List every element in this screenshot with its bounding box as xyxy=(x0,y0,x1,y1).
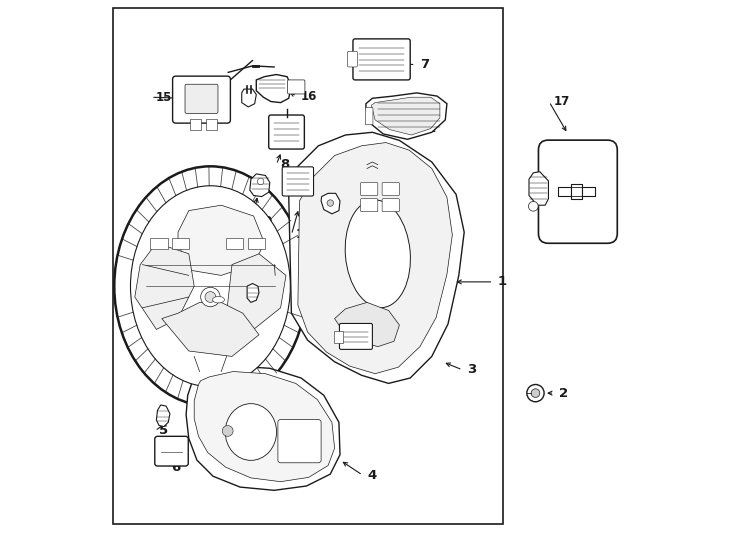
Polygon shape xyxy=(195,372,335,482)
Polygon shape xyxy=(371,97,440,135)
Polygon shape xyxy=(366,93,447,139)
Ellipse shape xyxy=(115,166,307,406)
Polygon shape xyxy=(288,132,464,383)
FancyBboxPatch shape xyxy=(360,199,378,212)
Text: 15: 15 xyxy=(156,91,172,104)
Polygon shape xyxy=(227,254,286,329)
Text: 6: 6 xyxy=(172,461,181,474)
Circle shape xyxy=(258,178,264,185)
Text: 16: 16 xyxy=(301,90,318,103)
Polygon shape xyxy=(256,75,291,103)
FancyBboxPatch shape xyxy=(247,238,265,249)
Polygon shape xyxy=(156,405,170,427)
FancyBboxPatch shape xyxy=(155,436,188,466)
FancyBboxPatch shape xyxy=(278,420,321,463)
Polygon shape xyxy=(161,302,259,356)
Text: 11: 11 xyxy=(296,228,312,241)
FancyBboxPatch shape xyxy=(282,167,313,196)
Polygon shape xyxy=(247,284,259,302)
FancyBboxPatch shape xyxy=(190,119,200,130)
Bar xyxy=(113,8,503,524)
Polygon shape xyxy=(582,187,595,196)
Polygon shape xyxy=(241,89,256,107)
Polygon shape xyxy=(298,143,452,374)
FancyBboxPatch shape xyxy=(366,107,373,125)
FancyBboxPatch shape xyxy=(150,238,168,249)
FancyBboxPatch shape xyxy=(348,51,357,67)
FancyBboxPatch shape xyxy=(334,331,343,343)
Circle shape xyxy=(205,292,216,302)
FancyBboxPatch shape xyxy=(360,183,378,195)
Ellipse shape xyxy=(345,200,410,308)
FancyBboxPatch shape xyxy=(269,115,305,149)
FancyBboxPatch shape xyxy=(172,238,189,249)
Text: 10: 10 xyxy=(256,215,272,228)
FancyBboxPatch shape xyxy=(226,238,244,249)
Circle shape xyxy=(527,384,544,402)
Polygon shape xyxy=(186,366,340,490)
FancyBboxPatch shape xyxy=(339,323,372,349)
Text: 12: 12 xyxy=(421,122,437,135)
Polygon shape xyxy=(250,174,270,197)
Circle shape xyxy=(327,200,333,206)
Text: 3: 3 xyxy=(467,363,476,376)
Polygon shape xyxy=(335,302,399,347)
FancyBboxPatch shape xyxy=(288,80,305,94)
Circle shape xyxy=(528,201,538,211)
Text: 8: 8 xyxy=(280,158,290,171)
FancyBboxPatch shape xyxy=(353,39,410,80)
Text: 17: 17 xyxy=(553,95,570,108)
Circle shape xyxy=(531,389,539,397)
Polygon shape xyxy=(135,243,195,329)
Ellipse shape xyxy=(213,296,225,303)
Text: 2: 2 xyxy=(559,387,568,400)
Polygon shape xyxy=(178,205,264,275)
Text: 9: 9 xyxy=(338,226,346,239)
Text: 1: 1 xyxy=(498,275,506,288)
Text: 5: 5 xyxy=(159,424,168,437)
Text: 7: 7 xyxy=(420,58,429,71)
Ellipse shape xyxy=(225,403,277,460)
Polygon shape xyxy=(529,172,548,205)
FancyBboxPatch shape xyxy=(382,183,399,195)
Circle shape xyxy=(200,287,220,307)
Polygon shape xyxy=(571,184,582,199)
Text: 13: 13 xyxy=(274,295,291,308)
Polygon shape xyxy=(558,187,571,196)
Text: 4: 4 xyxy=(367,469,377,482)
Polygon shape xyxy=(321,193,340,214)
FancyBboxPatch shape xyxy=(206,119,217,130)
FancyBboxPatch shape xyxy=(382,199,399,212)
Circle shape xyxy=(222,426,233,436)
FancyBboxPatch shape xyxy=(539,140,617,243)
Text: 14: 14 xyxy=(388,347,404,360)
FancyBboxPatch shape xyxy=(172,76,230,123)
FancyBboxPatch shape xyxy=(185,84,218,113)
Ellipse shape xyxy=(131,186,291,387)
